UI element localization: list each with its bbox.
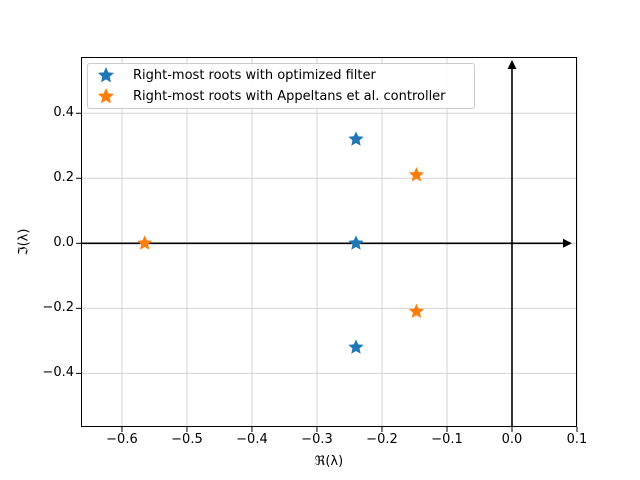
legend-item-appeltans-controller: Right-most roots with Appeltans et al. c… [88,86,474,107]
x-tick-label: −0.4 [236,432,268,447]
x-tick-label: 0.1 [566,432,588,447]
data-point-star [348,339,364,354]
x-tick-label: −0.6 [106,432,138,447]
chart-canvas [76,57,578,432]
x-tick-label: 0.0 [501,432,523,447]
y-tick-label: −0.4 [42,365,74,381]
star-marker-icon [97,66,115,83]
x-tick-label: −0.2 [366,432,398,447]
x-tick-label: −0.3 [301,432,333,447]
real-axis-arrowhead-icon [563,238,572,248]
star-marker-icon [97,88,115,104]
star-marker-glyph [97,88,115,104]
plot-spines [81,57,577,427]
x-tick-label: −0.1 [431,432,463,447]
data-point-star [408,303,425,319]
y-tick-label: 0.4 [53,105,74,121]
star-marker-glyph [97,66,115,83]
x-tick-label: −0.5 [171,432,203,447]
legend-label: Right-most roots with optimized filter [133,67,376,83]
legend-item-optimized-filter: Right-most roots with optimized filter [88,65,474,86]
y-tick-label: 0.0 [53,235,74,251]
imag-axis-arrowhead-icon [507,60,517,69]
data-point-star [348,131,364,146]
data-point-star [348,235,364,250]
plot-area [76,57,578,432]
legend: Right-most roots with optimized filter R… [87,63,475,109]
data-point-star [137,235,153,250]
x-axis-label: ℜ(λ) [314,454,344,469]
data-point-star [408,167,425,182]
legend-label: Right-most roots with Appeltans et al. c… [133,89,446,105]
y-tick-label: −0.2 [42,300,74,316]
y-tick-label: 0.2 [53,170,74,186]
